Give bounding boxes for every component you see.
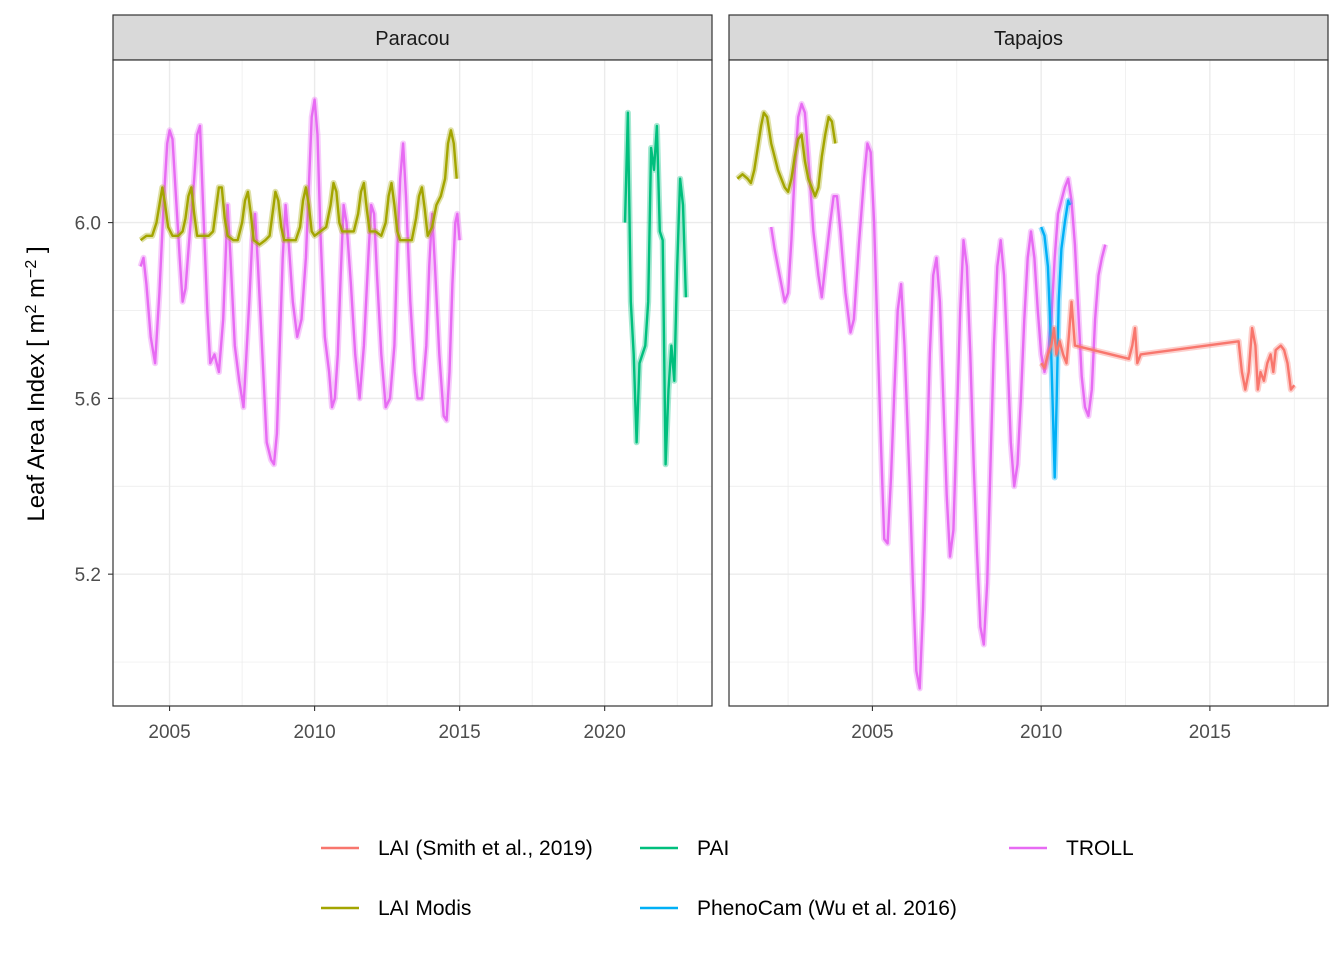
x-tick-label: 2015 — [1189, 722, 1231, 743]
series-troll — [137, 96, 463, 468]
plot-panel — [729, 60, 1328, 706]
legend-item: PAI — [640, 837, 729, 860]
panel-border — [728, 59, 1329, 707]
series-line — [139, 98, 461, 466]
series-line — [1040, 300, 1296, 391]
series-troll — [768, 100, 1109, 692]
x-tick-label: 2015 — [438, 722, 480, 743]
series-line — [623, 111, 688, 466]
legend-label: PAI — [697, 837, 729, 860]
series-lai-smith-et-al-2019 — [1038, 298, 1297, 393]
panel-paracou: Paracou 2005 2010 2015 2020 5.2 5.6 6.0 — [75, 14, 713, 743]
x-tick-label: 2005 — [148, 722, 190, 743]
plot-panel — [113, 60, 712, 706]
series-phenocam-wu-et-al-2016 — [1038, 197, 1073, 481]
series-line — [770, 102, 1107, 690]
legend-item: PhenoCam (Wu et al. 2016) — [640, 897, 957, 920]
y-tick-label: 5.6 — [75, 389, 101, 410]
series-line — [736, 111, 837, 198]
x-tick-label: 2010 — [293, 722, 335, 743]
y-axis-label: Leaf Area Index [ m2 m−2 ] — [23, 246, 51, 521]
x-tick-label: 2005 — [851, 722, 893, 743]
panel-tapajos: Tapajos 2005 2010 2015 — [728, 14, 1329, 743]
series-pai — [622, 109, 689, 468]
legend-item: LAI Modis — [321, 897, 471, 920]
legend-label: TROLL — [1066, 837, 1134, 860]
series-lai-modis — [138, 127, 460, 248]
facet-strip — [728, 14, 1329, 61]
legend-label: PhenoCam (Wu et al. 2016) — [697, 897, 957, 920]
legend-label: LAI Modis — [378, 897, 471, 920]
x-tick-label: 2010 — [1020, 722, 1062, 743]
legend-label: LAI (Smith et al., 2019) — [378, 837, 593, 860]
gridlines — [113, 60, 712, 706]
y-tick-label: 6.0 — [75, 214, 101, 235]
x-tick-label: 2020 — [584, 722, 626, 743]
series-line — [1040, 199, 1071, 479]
facet-strip-label: Paracou — [375, 28, 450, 50]
y-tick-label: 5.2 — [75, 565, 101, 586]
facet-strip — [112, 14, 713, 61]
series-line — [139, 129, 458, 246]
panel-border — [112, 59, 713, 707]
legend-item: LAI (Smith et al., 2019) — [321, 837, 593, 860]
legend: LAI (Smith et al., 2019) LAI Modis PAI Phen… — [321, 837, 1134, 920]
panels: Paracou 2005 2010 2015 2020 5.2 5.6 6.0 Tapajos 2… — [75, 14, 1329, 743]
legend-item: TROLL — [1009, 837, 1134, 860]
series-lai-modis — [735, 109, 839, 200]
facet-strip-label: Tapajos — [994, 28, 1063, 50]
